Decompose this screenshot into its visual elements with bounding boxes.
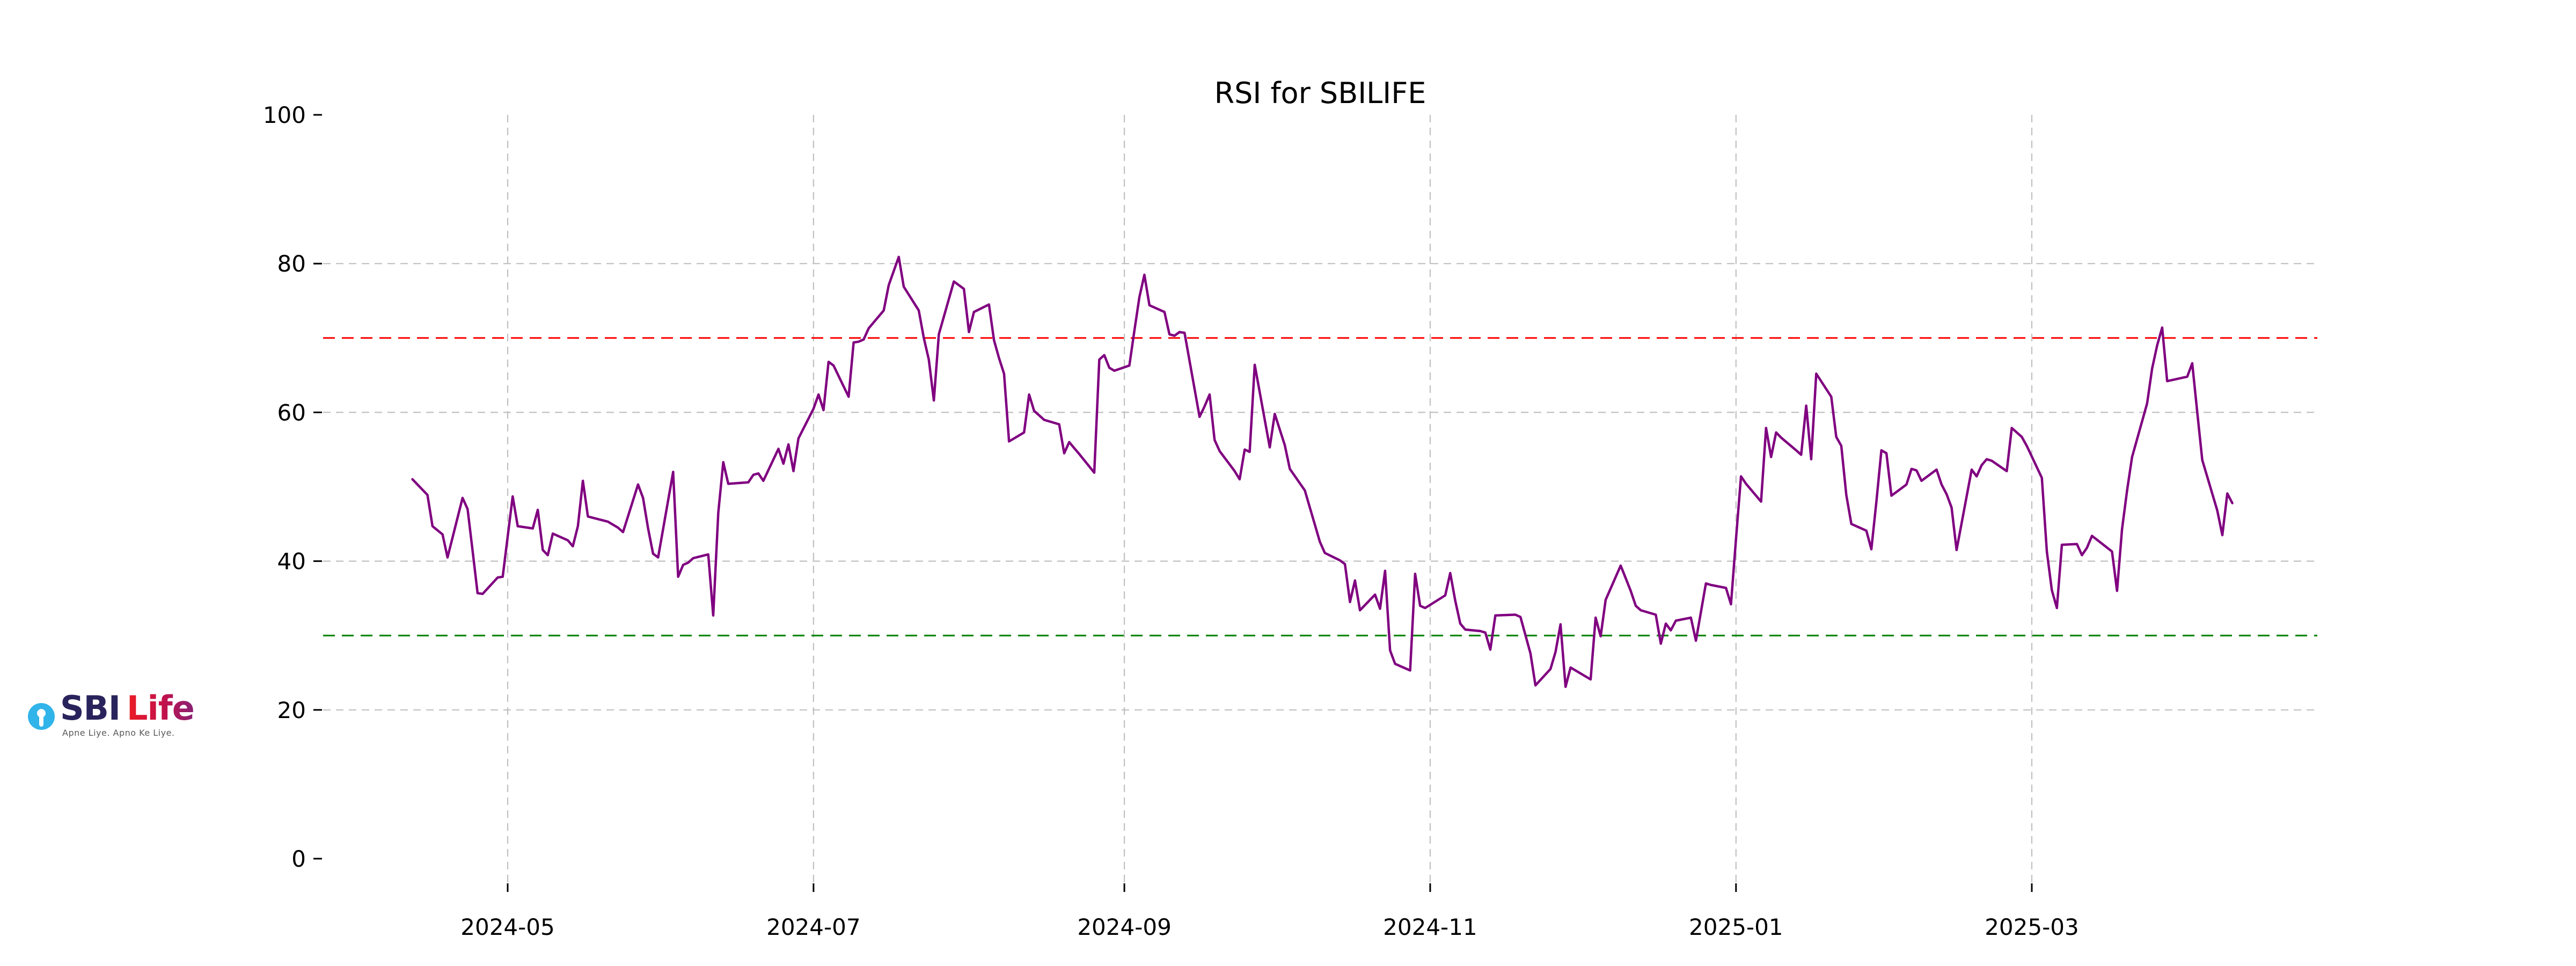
y-tick-label-60: 60 [277,399,306,426]
logo-tagline: Apne Liye. Apno Ke Liye. [62,728,175,738]
y-tick-label-20: 20 [277,697,306,723]
reference-lines-layer [323,337,2317,636]
x-tick-label-2025-01: 2025-01 [1689,914,1783,940]
logo-wordmark: SBI Life [60,689,195,728]
y-tick-label-80: 80 [277,251,306,277]
y-tick-label-100: 100 [263,102,306,128]
sbi-life-logo: SBI Life Apne Liye. Apno Ke Liye. [28,689,195,738]
logo-text-column: SBI Life Apne Liye. Apno Ke Liye. [60,689,195,738]
series-layer [411,255,2234,689]
x-tick-label-2024-07: 2024-07 [766,914,861,940]
logo-sbi-text: SBI [60,689,121,728]
y-tick-label-0: 0 [291,846,306,872]
grid-layer [323,115,2317,883]
y-tick-label-40: 40 [277,548,306,575]
chart-title: RSI for SBILIFE [1214,76,1426,110]
x-tick-label-2024-09: 2024-09 [1077,914,1172,940]
sbi-logo-icon [28,703,55,730]
x-tick-label-2024-11: 2024-11 [1383,914,1477,940]
axis-layer: 0 20 40 60 80 100 2024-05 2024-07 2024-09 2024-11… [263,102,2079,940]
logo-life-text: Life [126,689,195,728]
x-tick-label-2025-03: 2025-03 [1985,914,2079,940]
x-tick-label-2024-05: 2024-05 [460,914,555,940]
rsi-line-RSI [411,255,2234,689]
